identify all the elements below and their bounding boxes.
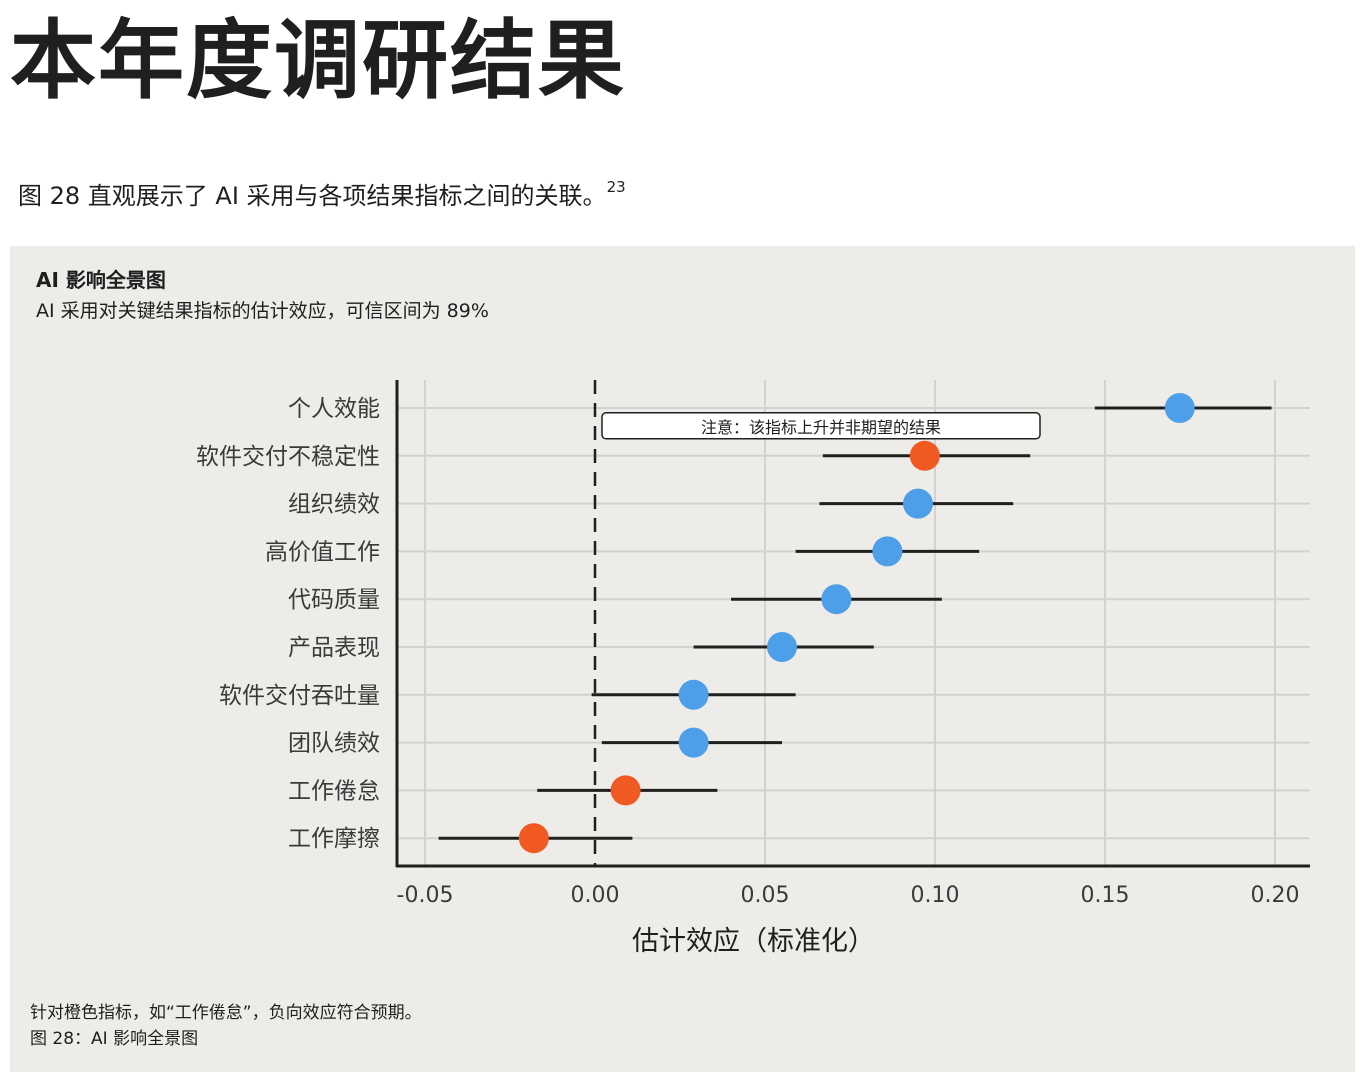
- estimate-point: [678, 727, 709, 758]
- figure-title: AI 影响全景图: [36, 268, 166, 292]
- y-category-label: 个人效能: [288, 396, 380, 422]
- x-tick-label: 0.15: [1081, 883, 1130, 908]
- y-category-label: 产品表现: [288, 635, 380, 661]
- annotation-note: 注意：该指标上升并非期望的结果: [601, 412, 1041, 440]
- y-category-label: 组织绩效: [288, 492, 380, 518]
- x-tick-label: 0.10: [911, 883, 960, 908]
- estimate-point-inverse: [909, 440, 940, 471]
- estimate-point: [1164, 393, 1195, 423]
- page-title: 本年度调研结果: [10, 11, 626, 111]
- estimate-point-inverse: [610, 775, 641, 806]
- estimate-point: [821, 584, 852, 615]
- y-category-label: 高价值工作: [265, 539, 380, 565]
- x-axis-title: 估计效应（标准化）: [632, 926, 875, 957]
- y-category-label: 工作倦怠: [288, 778, 380, 804]
- figure-subtitle: AI 采用对关键结果指标的估计效应，可信区间为 89%: [36, 300, 489, 322]
- x-tick-label: 0.05: [741, 883, 790, 908]
- annotation-text: 注意：该指标上升并非期望的结果: [701, 418, 941, 437]
- grid-layer: [397, 380, 1310, 866]
- y-category-label: 代码质量: [288, 587, 380, 613]
- forest-plot-chart: 注意：该指标上升并非期望的结果 -0.05 0.00 0.05 0.10 0.15 0.2…: [196, 380, 1310, 957]
- x-tick-label: -0.05: [397, 883, 454, 908]
- axis-layer: [395, 380, 1310, 868]
- figure-caption: 图 28：AI 影响全景图: [30, 1029, 199, 1049]
- estimate-point: [872, 536, 903, 567]
- estimate-point: [678, 679, 709, 710]
- intro-paragraph: 图 28 直观展示了 AI 采用与各项结果指标之间的关联。23: [18, 178, 626, 211]
- label-layer: -0.05 0.00 0.05 0.10 0.15 0.20 估计效应（标准化） 个人效能软件…: [196, 396, 1299, 957]
- annotation-layer: 注意：该指标上升并非期望的结果: [601, 412, 1041, 440]
- estimate-point: [903, 488, 933, 519]
- footnote-reference-link[interactable]: 23: [606, 178, 626, 196]
- estimate-point-inverse: [518, 823, 549, 854]
- intro-text: 图 28 直观展示了 AI 采用与各项结果指标之间的关联。: [18, 182, 607, 210]
- marks-layer: [438, 393, 1272, 854]
- y-category-label: 软件交付吞吐量: [219, 683, 380, 709]
- y-category-label: 团队绩效: [288, 731, 380, 757]
- y-category-label: 工作摩擦: [288, 826, 380, 852]
- x-tick-label: 0.00: [571, 883, 620, 908]
- y-category-label: 软件交付不稳定性: [196, 444, 380, 470]
- estimate-point: [767, 632, 797, 662]
- annotation-box: [601, 412, 1041, 440]
- figure-panel: AI 影响全景图 AI 采用对关键结果指标的估计效应，可信区间为 89% 注意：…: [10, 246, 1355, 1072]
- figure-footnote: 针对橙色指标，如“工作倦怠”，负向效应符合预期。: [30, 1003, 422, 1023]
- x-tick-label: 0.20: [1251, 883, 1300, 908]
